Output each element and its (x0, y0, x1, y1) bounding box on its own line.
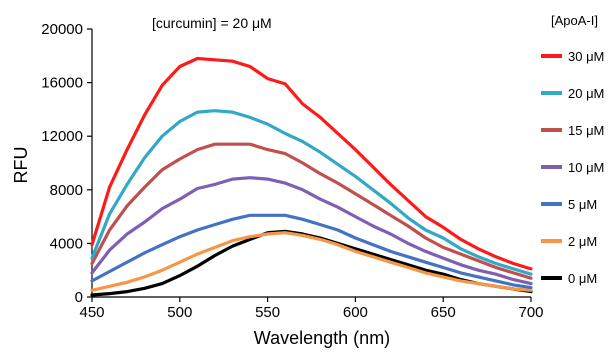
series-line (90, 56, 533, 271)
legend-label: 0 μM (568, 271, 597, 286)
legend-title: [ApoA-I] (551, 13, 598, 28)
legend-label: 2 μM (568, 234, 597, 249)
x-tick-label: 600 (343, 304, 368, 321)
legend-label: 30 μM (568, 49, 604, 64)
plot-area (90, 56, 533, 297)
y-tick-label: 4000 (50, 235, 83, 252)
legend-label: 20 μM (568, 86, 604, 101)
series-line (90, 142, 533, 280)
y-tick-label: 0 (75, 289, 83, 306)
legend-label: 10 μM (568, 160, 604, 175)
axes: 0 4000 8000 12000 16000 20000 450 500 550 600 650 7… (41, 21, 543, 321)
x-tick-label: 450 (79, 304, 104, 321)
y-tick-label: 20000 (41, 21, 83, 38)
curcumin-annotation: [curcumin] = 20 μM (152, 15, 272, 31)
x-tick-label: 550 (255, 304, 280, 321)
x-axis-title: Wavelength (nm) (254, 328, 390, 348)
x-tick-label: 650 (431, 304, 456, 321)
series-line (90, 109, 533, 276)
x-tick-label: 700 (518, 304, 543, 321)
y-tick-label: 16000 (41, 75, 83, 92)
y-axis-title: RFU (11, 147, 31, 184)
legend-label: 15 μM (568, 123, 604, 138)
series-line (90, 231, 533, 292)
series-line (90, 176, 533, 286)
series-line (90, 213, 533, 290)
y-tick-label: 8000 (50, 182, 83, 199)
legend-label: 5 μM (568, 197, 597, 212)
x-tick-label: 500 (167, 304, 192, 321)
y-tick-label: 12000 (41, 128, 83, 145)
legend: [ApoA-I] 30 μM 20 μM 15 μM 10 μM 5 μM 2 μM 0 μ… (541, 13, 604, 286)
